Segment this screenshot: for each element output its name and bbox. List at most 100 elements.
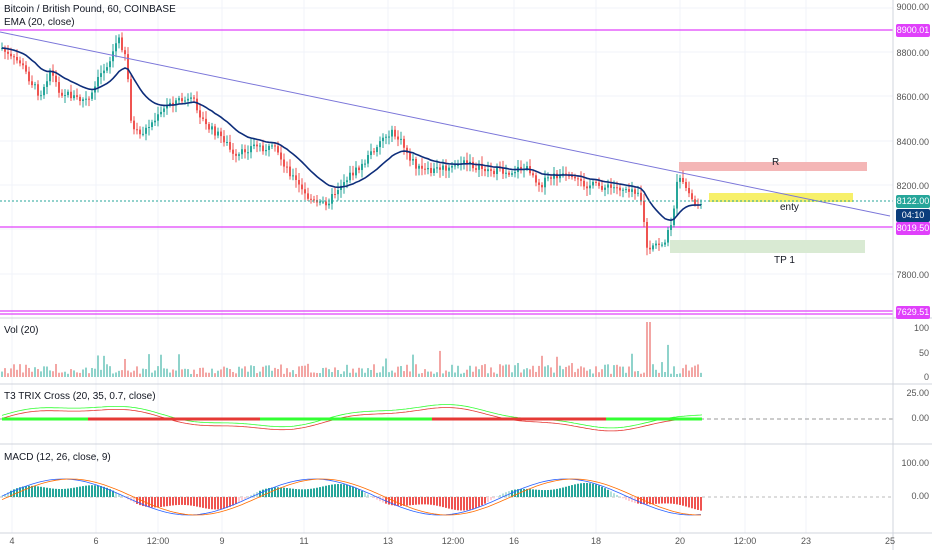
volume-bar <box>166 369 168 377</box>
candle-body <box>91 92 93 98</box>
candle-body <box>637 193 639 194</box>
volume-bar <box>55 364 57 377</box>
volume-bar <box>205 373 207 377</box>
candle-body <box>217 132 219 136</box>
candle-body <box>649 248 651 250</box>
volume-bar <box>373 364 375 377</box>
volume-bar <box>340 374 342 377</box>
volume-bar <box>220 369 222 377</box>
candle-body <box>595 182 597 183</box>
candle-body <box>124 50 126 54</box>
macd-bar <box>52 489 54 497</box>
candle-body <box>421 166 423 169</box>
candle-body <box>286 167 288 168</box>
macd-bar <box>73 488 75 497</box>
price-tick: 8400.00 <box>896 137 929 147</box>
volume-bar <box>355 373 357 377</box>
volume-bar <box>22 372 24 377</box>
macd-bar <box>49 488 51 497</box>
macd-bar <box>697 497 699 510</box>
candle-body <box>661 245 663 246</box>
macd-bar <box>181 497 183 505</box>
candle-body <box>676 182 678 209</box>
candle-body <box>424 169 426 170</box>
volume-bar <box>655 370 657 377</box>
volume-bar <box>301 366 303 377</box>
entry-zone-label[interactable]: enty <box>780 202 799 213</box>
macd-bar <box>55 489 57 497</box>
macd-bar <box>373 497 375 498</box>
volume-bar <box>73 370 75 377</box>
volume-bar <box>154 370 156 377</box>
candle-body <box>31 81 33 85</box>
t3-trix-legend[interactable]: T3 TRIX Cross (20, 35, 0.7, close) <box>4 391 156 402</box>
macd-bar <box>547 490 549 497</box>
candle-body <box>28 72 30 82</box>
macd-bar <box>328 485 330 497</box>
macd-bar <box>298 489 300 497</box>
volume-bar <box>265 366 267 377</box>
macd-bar <box>433 497 435 505</box>
current-price-tag: 8122.00 <box>896 195 930 208</box>
t3-tick: 25.00 <box>906 388 929 398</box>
volume-bar <box>184 369 186 377</box>
volume-bar <box>295 374 297 377</box>
macd-bar <box>685 497 687 507</box>
candle-body <box>292 175 294 176</box>
volume-legend[interactable]: Vol (20) <box>4 325 38 336</box>
macd-legend[interactable]: MACD (12, 26, close, 9) <box>4 452 111 463</box>
volume-bar <box>139 374 141 377</box>
macd-bar <box>304 489 306 497</box>
volume-bar <box>175 371 177 377</box>
macd-bar <box>589 483 591 497</box>
macd-bar <box>652 497 654 504</box>
ema-legend[interactable]: EMA (20, close) <box>4 17 75 28</box>
macd-bar <box>523 489 525 497</box>
macd-bar <box>538 490 540 497</box>
volume-bar <box>13 364 15 377</box>
macd-bar <box>430 497 432 505</box>
volume-bar <box>70 369 72 377</box>
volume-bar <box>259 372 261 377</box>
macd-bar <box>94 485 96 497</box>
candle-body <box>34 84 36 85</box>
macd-bar <box>541 490 543 497</box>
macd-bar <box>427 497 429 504</box>
candle-body <box>508 173 510 175</box>
volume-bar <box>112 373 114 377</box>
macd-bar <box>532 489 534 497</box>
macd-bar <box>274 487 276 497</box>
volume-bar <box>19 364 21 377</box>
symbol-title[interactable]: Bitcoin / British Pound, 60, COINBASE <box>4 4 176 15</box>
candle-body <box>436 167 438 168</box>
volume-bar <box>262 367 264 377</box>
volume-bar <box>52 371 54 377</box>
volume-bar <box>451 365 453 377</box>
volume-bar <box>679 373 681 377</box>
macd-bar <box>556 489 558 497</box>
candle-body <box>367 155 369 164</box>
candle-body <box>304 189 306 193</box>
candle-body <box>73 95 75 98</box>
macd-bar <box>58 489 60 497</box>
candle-body <box>61 93 63 96</box>
volume-bar <box>454 373 456 377</box>
macd-bar <box>193 497 195 506</box>
candle-body <box>451 166 453 168</box>
candle-body <box>673 209 675 226</box>
volume-bar <box>238 367 240 377</box>
candle-body <box>307 193 309 198</box>
resistance-zone-label[interactable]: R <box>772 157 779 168</box>
macd-bar <box>217 497 219 509</box>
volume-bar <box>34 367 36 377</box>
volume-bar <box>223 367 225 377</box>
macd-bar <box>367 494 369 497</box>
candle-body <box>7 52 9 54</box>
volume-bar <box>64 372 66 377</box>
volume-bar <box>415 364 417 377</box>
time-label: 6 <box>93 536 98 546</box>
tp-zone-label[interactable]: TP 1 <box>774 255 795 266</box>
candle-body <box>106 67 108 70</box>
